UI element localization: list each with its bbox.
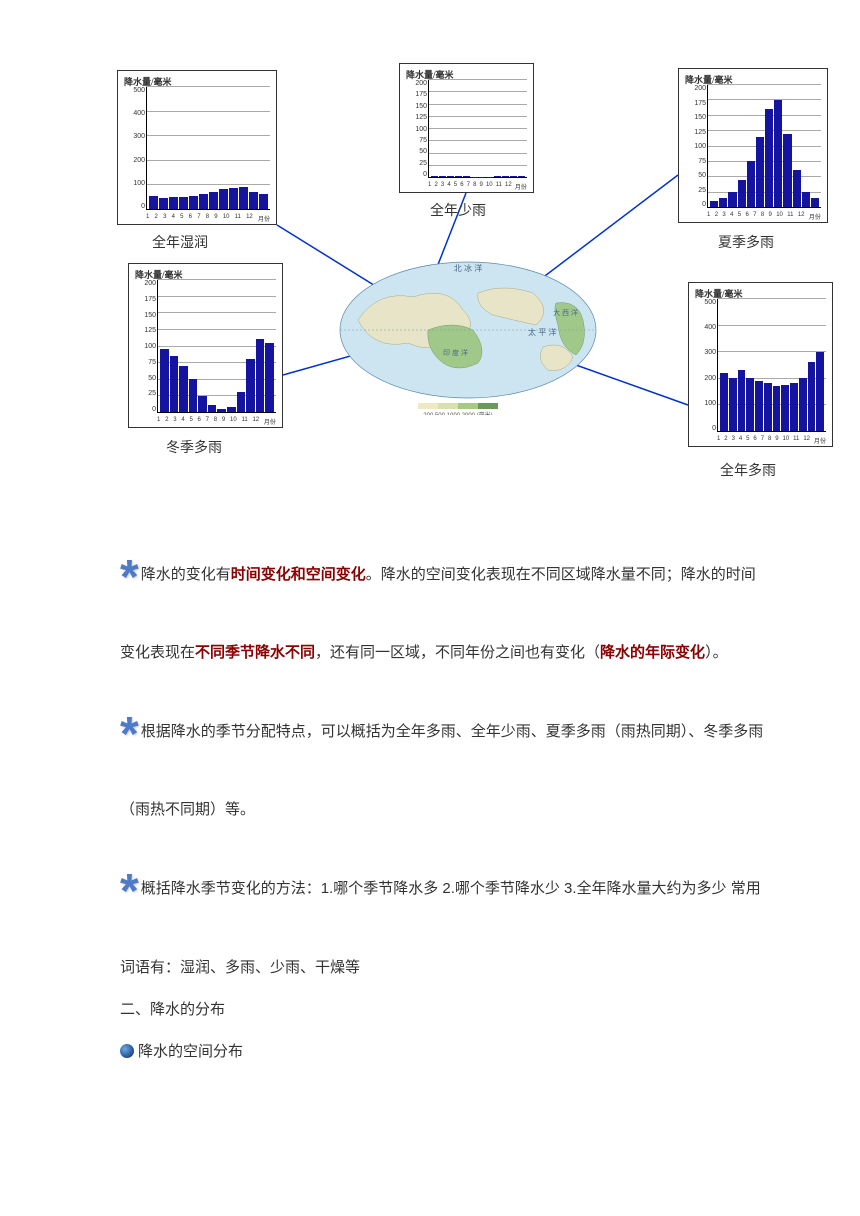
star-icon: * [120,677,139,792]
paragraph-1: *降水的变化有时间变化和空间变化。降水的空间变化表现在不同区域降水量不同；降水的… [120,520,765,671]
chart-dry-all-year: 降水量/毫米0255075100125150175200123456789101… [399,63,534,193]
caption-winter-rain: 冬季多雨 [166,437,222,457]
emphasis-1: 时间变化和空间变化 [231,566,366,583]
map-label-atlantic: 大 西 洋 [553,308,578,317]
climate-diagram-area: 降水量/毫米0100200300400500123456789101112月份 … [0,0,860,500]
chart-summer-rain: 降水量/毫米0255075100125150175200123456789101… [678,68,828,223]
caption-wet-all-year: 全年湿润 [152,232,208,252]
caption-rainy-all-year: 全年多雨 [720,460,776,480]
map-label-indian: 印 度 洋 [443,348,468,357]
chart-rainy-all-year: 降水量/毫米0100200300400500123456789101112月份 [688,282,833,447]
chart-wet-all-year: 降水量/毫米0100200300400500123456789101112月份 [117,70,277,225]
paragraph-2: *根据降水的季节分配特点，可以概括为全年多雨、全年少雨、夏季多雨（雨热同期）、冬… [120,677,765,828]
star-icon: * [120,520,139,635]
text-content: *降水的变化有时间变化和空间变化。降水的空间变化表现在不同区域降水量不同；降水的… [0,500,860,1070]
emphasis-3: 降水的年际变化 [600,644,705,661]
emphasis-2: 不同季节降水不同 [195,644,315,661]
globe-icon [120,1044,134,1058]
world-map: 北 冰 洋 太 平 洋 印 度 洋 大 西 洋 200 500 1000 200… [338,255,598,415]
subsection-title: 降水的空间分布 [120,1034,765,1070]
map-label-arctic: 北 冰 洋 [454,263,482,273]
paragraph-3: *概括降水季节变化的方法：1.哪个季节降水多 2.哪个季节降水少 3.全年降水量… [120,834,765,985]
star-icon: * [120,834,139,949]
section-2-title: 二、降水的分布 [120,992,765,1028]
map-legend: 200 500 1000 2000 (毫米) [423,411,492,415]
caption-summer-rain: 夏季多雨 [718,232,774,252]
caption-dry-all-year: 全年少雨 [430,200,486,220]
chart-winter-rain: 降水量/毫米0255075100125150175200123456789101… [128,263,283,428]
map-label-pacific: 太 平 洋 [528,327,556,337]
